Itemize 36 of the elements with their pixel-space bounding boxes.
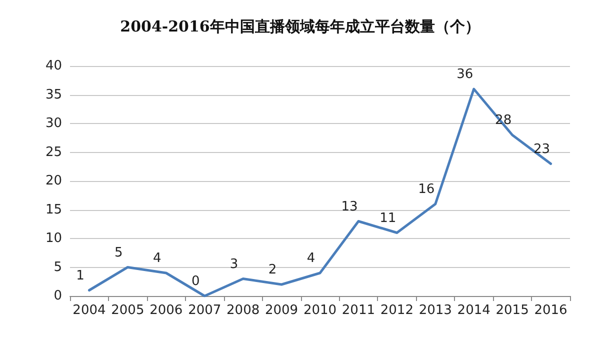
data-label: 16 (418, 182, 435, 197)
y-tick-label: 20 (45, 174, 62, 188)
chart-title: 2004-2016年中国直播领域每年成立平台数量（个） (120, 18, 480, 36)
data-label: 4 (153, 251, 162, 266)
x-tick-label: 2009 (264, 303, 298, 318)
x-tick-label: 2011 (342, 303, 376, 318)
data-label: 5 (114, 245, 123, 260)
y-tick-label: 25 (45, 144, 62, 160)
y-tick-label: 40 (45, 58, 62, 74)
x-tick-label: 2014 (457, 303, 490, 318)
data-label: 13 (341, 199, 358, 214)
x-tick-label: 2013 (418, 303, 452, 318)
x-tick-label: 2012 (380, 303, 414, 318)
x-tick-label: 2008 (226, 303, 260, 318)
line-series (88, 88, 552, 298)
y-tick-label: 5 (54, 260, 62, 275)
data-label: 3 (230, 256, 238, 272)
x-tick-label: 2010 (303, 303, 337, 318)
data-label: 4 (306, 251, 316, 266)
data-label: 0 (191, 274, 200, 289)
y-tick-label: 30 (45, 116, 62, 131)
data-label: 11 (380, 210, 396, 226)
data-label: 1 (76, 268, 84, 284)
data-label: 2 (268, 262, 277, 278)
y-tick-label: 35 (45, 87, 62, 102)
y-tick-label: 10 (45, 231, 62, 246)
x-tick-label: 2015 (496, 303, 529, 318)
x-tick-label: 2016 (534, 303, 568, 318)
x-tick-label: 2006 (150, 303, 183, 318)
x-tick-label: 2007 (188, 303, 222, 318)
x-tick-label: 2004 (72, 303, 106, 318)
y-tick-label: 0 (54, 288, 62, 304)
data-label: 36 (456, 67, 474, 82)
data-label: 23 (533, 142, 550, 157)
x-tick-label: 2005 (111, 303, 144, 318)
y-tick-label: 15 (45, 202, 62, 218)
